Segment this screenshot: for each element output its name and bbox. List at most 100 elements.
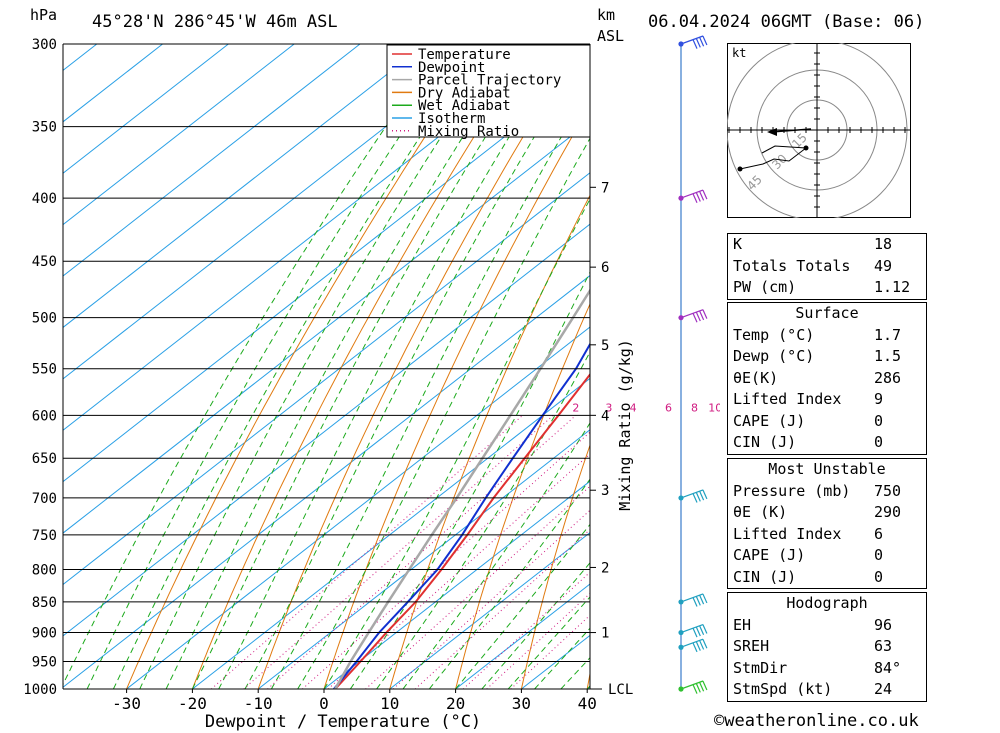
- unstable-value: 0: [874, 546, 884, 564]
- km-tick-label: 2: [601, 560, 609, 576]
- table-row: CAPE (J) 0: [728, 545, 926, 567]
- hodo-value: 96: [874, 615, 893, 634]
- wind-barb-feather: [695, 683, 701, 693]
- pressure-tick-label: 450: [32, 254, 57, 270]
- legend-box: [386, 44, 591, 138]
- wind-barb-feather: [695, 596, 701, 606]
- hodograph-title: Hodograph: [786, 594, 868, 612]
- legend-entry: Mixing Ratio: [418, 124, 519, 140]
- table-row: Pressure (mb) 750: [728, 481, 926, 503]
- surface-label: θE(K): [733, 368, 779, 387]
- isotherm-line: [63, 44, 427, 329]
- surface-value: 9: [874, 390, 884, 408]
- wind-barb-feather: [692, 597, 698, 607]
- pressure-tick-label: 550: [32, 362, 57, 378]
- pressure-tick-label: 400: [32, 191, 57, 207]
- legend-entry: Parcel Trajectory: [418, 73, 561, 89]
- isotherm-line: [63, 44, 295, 226]
- skewt-chart: 2346810162025300350400450500550600650700…: [23, 35, 720, 732]
- isotherm-line: [63, 44, 492, 380]
- hodograph-point: [737, 166, 743, 172]
- table-row: CIN (J) 0: [728, 432, 926, 454]
- wet-adiabat-line: [560, 657, 590, 689]
- x-tick-label: 40: [578, 694, 597, 713]
- most-unstable-title: Most Unstable: [768, 460, 886, 478]
- x-tick-label: -30: [112, 694, 141, 713]
- mixing-ratio-line: [302, 431, 590, 689]
- x-tick-label: 20: [446, 694, 465, 713]
- series-dewpoint: [333, 342, 590, 689]
- table-row: StmDir 84°: [728, 658, 926, 680]
- table-row: CAPE (J) 0: [728, 411, 926, 433]
- table-row: Totals Totals 49: [728, 256, 926, 278]
- wet-adiabat-line: [323, 197, 590, 689]
- pressure-tick-label: 850: [32, 595, 57, 611]
- mixing-ratio-line: [486, 592, 590, 689]
- km-tick-label: 6: [601, 260, 609, 276]
- surface-label: CIN (J): [733, 433, 797, 451]
- table-row: EH 96: [728, 615, 926, 637]
- storm-motion-arrow: [770, 128, 812, 133]
- wind-barb-feather: [695, 38, 701, 48]
- mixing-ratio-line: [243, 414, 554, 689]
- wind-barb-feather: [702, 35, 708, 46]
- wet-adiabat-line: [481, 562, 590, 689]
- pressure-tick-label: 900: [32, 626, 57, 642]
- surface-value: 286: [874, 368, 902, 387]
- x-tick-label: 10: [380, 694, 399, 713]
- wind-barb-feather: [702, 189, 708, 200]
- dry-adiabat-line: [653, 44, 720, 689]
- dry-adiabat-line: [586, 671, 590, 689]
- table-row: θE (K) 290: [728, 502, 926, 524]
- hodograph-unit: kt: [732, 46, 746, 60]
- isotherm-line: [323, 480, 590, 689]
- surface-value: 0: [874, 433, 884, 451]
- hodograph-trace: [739, 147, 807, 170]
- wind-barb-feather: [702, 680, 708, 691]
- hodo-label: StmSpd (kt): [733, 680, 833, 698]
- pressure-unit-label: hPa: [30, 6, 58, 24]
- mixing-ratio-line: [365, 485, 590, 689]
- wet-adiabat-line: [455, 523, 590, 689]
- indices-table: K 18 Totals Totals 49 PW (cm) 1.12: [727, 233, 927, 300]
- wet-adiabat-line: [376, 350, 590, 689]
- wind-barb-feather: [695, 492, 701, 502]
- wind-barb-feather: [695, 192, 701, 202]
- surface-label: Temp (°C): [733, 325, 815, 344]
- pressure-tick-label: 700: [32, 491, 57, 507]
- mixing-ratio-label: 8: [691, 401, 698, 414]
- pressure-tick-label: 600: [32, 408, 57, 424]
- surface-value: 1.7: [874, 325, 902, 344]
- hodo-value: 84°: [874, 658, 902, 677]
- isotherm-line: [63, 223, 590, 637]
- wind-barb-feather: [699, 640, 705, 650]
- index-label: K: [733, 235, 743, 253]
- surface-label: Lifted Index: [733, 390, 842, 408]
- isotherm-line: [63, 172, 590, 586]
- wet-adiabat-line: [349, 271, 590, 689]
- wet-adiabat-line: [165, 44, 524, 689]
- surface-value: 1.5: [874, 347, 902, 365]
- wind-barb-dot: [678, 644, 684, 650]
- station-title: 45°28'N 286°45'W 46m ASL: [92, 12, 338, 32]
- wind-barb-feather: [699, 594, 705, 605]
- wind-barb-feather: [692, 493, 698, 503]
- isotherm-line: [63, 69, 590, 483]
- isotherm-line: [126, 326, 590, 689]
- table-row: θE(K) 286: [728, 368, 926, 390]
- isotherm-line: [63, 44, 558, 431]
- wind-barb-feather: [699, 490, 705, 501]
- copyright[interactable]: ©weatheronline.co.uk: [714, 711, 919, 731]
- table-row: SREH 63: [728, 636, 926, 658]
- surface-value: 0: [874, 411, 884, 430]
- unstable-value: 290: [874, 503, 902, 521]
- mixing-ratio-label: 10: [708, 401, 720, 414]
- unstable-label: Pressure (mb): [733, 481, 851, 500]
- table-row: Lifted Index 9: [728, 389, 926, 411]
- unstable-label: θE (K): [733, 503, 788, 521]
- plot-area: [63, 44, 720, 689]
- wet-adiabat-line: [112, 44, 483, 689]
- x-tick-label: -20: [178, 694, 207, 713]
- km-tick-label: 3: [601, 483, 609, 499]
